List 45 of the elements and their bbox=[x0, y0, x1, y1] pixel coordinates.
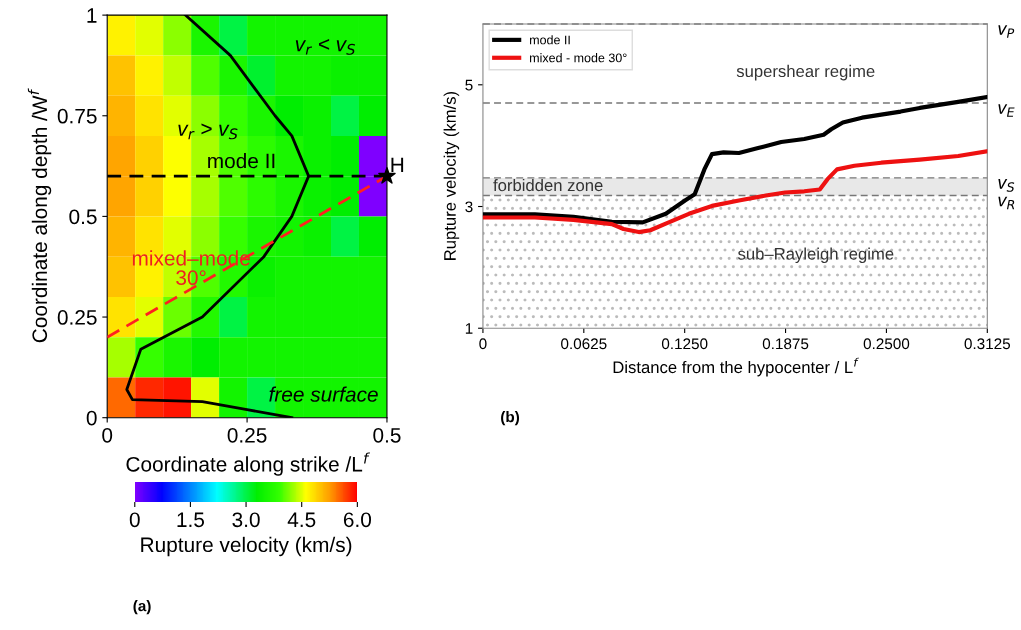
color-bar-title: Rupture velocity (km/s) bbox=[141, 536, 352, 557]
x-tick-label: 0.25 bbox=[227, 427, 267, 443]
color-bar-label: 0 bbox=[129, 512, 140, 528]
text: (b) bbox=[501, 411, 520, 426]
annotation: free surface bbox=[269, 386, 378, 402]
color-bar-label: 4.5 bbox=[287, 512, 316, 528]
ref-line-label: v$_{E}$ bbox=[998, 104, 1015, 117]
x-axis-title: Distance from the hypocenter / L$^{f}$ bbox=[613, 357, 859, 377]
line-series bbox=[482, 94, 988, 225]
annotation: supershear regime bbox=[736, 64, 875, 81]
annotation: mode II bbox=[208, 153, 275, 169]
x-tick-label: 0.0625 bbox=[561, 338, 607, 350]
legend-label: mode II bbox=[530, 35, 570, 45]
legend-label: mixed - mode 30° bbox=[530, 53, 627, 63]
y-axis-title: Rupture velocity (km/s) bbox=[443, 91, 460, 260]
y-tick-label: 3 bbox=[465, 201, 473, 213]
y-tick-label: 0 bbox=[86, 410, 97, 426]
band-label: sub–Rayleigh regime bbox=[738, 247, 894, 264]
color-bar-label: 3.0 bbox=[232, 512, 260, 528]
x-tick-label: 0.1875 bbox=[762, 338, 809, 350]
ref-line-label: v$_{P}$ bbox=[998, 25, 1015, 38]
color-bar-label: 6.0 bbox=[343, 512, 372, 528]
color-bar-label: 1.5 bbox=[177, 512, 205, 528]
x-tick-label: 0.1250 bbox=[661, 338, 708, 350]
y-tick-label: 0.75 bbox=[57, 108, 97, 124]
text: (a) bbox=[133, 600, 151, 615]
annotation: v$_{r}$ < v$_{S}$ bbox=[295, 39, 356, 55]
line-series bbox=[482, 149, 988, 235]
text: H bbox=[391, 157, 404, 173]
y-tick-label: 1 bbox=[87, 8, 97, 23]
y-tick-label: 5 bbox=[465, 79, 473, 91]
x-tick-label: 0.3125 bbox=[964, 338, 1011, 350]
y-tick-label: 0.25 bbox=[57, 310, 97, 325]
x-tick-label: 0.5 bbox=[373, 427, 401, 443]
x-tick-label: 0.2500 bbox=[863, 338, 910, 350]
x-axis-title: Coordinate along strike /L$^{f}$ bbox=[126, 452, 370, 476]
y-axis-title: Coordinate along depth /W$^{f}$ bbox=[27, 88, 52, 343]
y-tick-label: 0.5 bbox=[69, 209, 97, 225]
ref-line-label: v$_{R}$ bbox=[998, 196, 1015, 210]
x-tick-label: 0 bbox=[479, 338, 487, 350]
x-tick-label: 0 bbox=[102, 427, 113, 443]
ref-line-label: v$_{S}$ bbox=[998, 179, 1015, 192]
y-tick-label: 1 bbox=[465, 323, 473, 334]
annotation: v$_{r}$ > v$_{S}$ bbox=[178, 123, 238, 140]
band-label: forbidden zone bbox=[493, 178, 603, 192]
